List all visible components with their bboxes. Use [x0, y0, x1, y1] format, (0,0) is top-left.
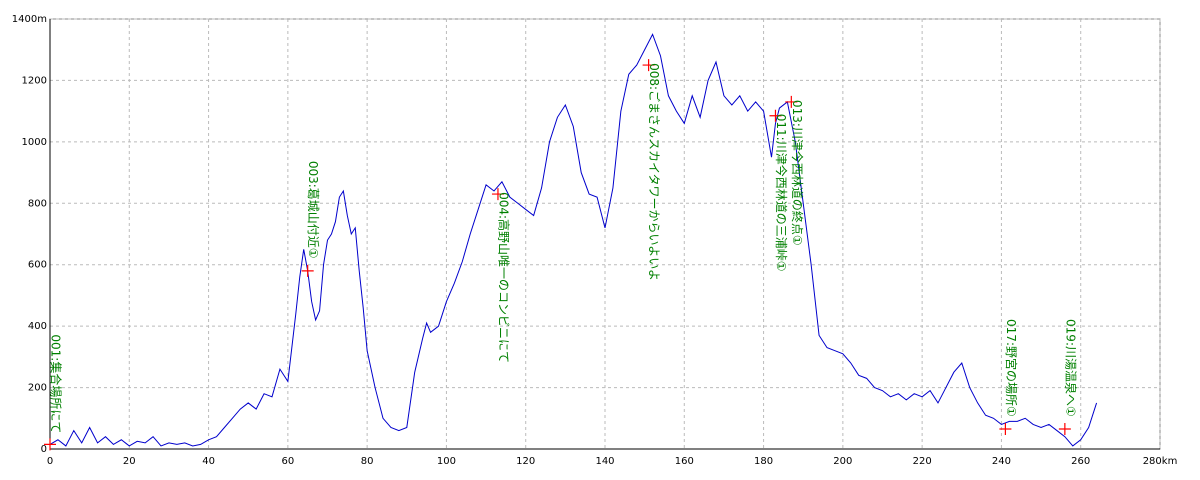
y-tick-label: 1400m: [12, 14, 47, 25]
x-tick-label: 220: [913, 456, 932, 467]
point-marker: [769, 109, 782, 122]
y-tick-label: 1000: [22, 137, 47, 148]
annotation-label: 019:川湯温泉へ①: [1063, 319, 1077, 417]
annotation-label: 011:川津今西林道の三浦峠①: [774, 114, 789, 272]
x-tick-label: 80: [361, 456, 374, 467]
point-marker: [642, 59, 655, 72]
annotation-label: 001:集合場所にて: [49, 334, 64, 433]
y-tick-label: 1200: [22, 75, 47, 86]
x-tick-label: 240: [992, 456, 1011, 467]
point-marker: [1058, 423, 1071, 436]
x-tick-label: 20: [123, 456, 136, 467]
x-tick-label: 120: [516, 456, 535, 467]
x-tick-label: 0: [47, 456, 53, 467]
x-tick-label: 100: [437, 456, 456, 467]
plot-area: [49, 18, 1161, 450]
x-tick-label: 140: [595, 456, 614, 467]
annotation-label: 008:ごまさんスカイタワーからいよいよ: [647, 63, 662, 281]
point-marker: [785, 95, 798, 108]
y-tick-label: 800: [28, 198, 47, 209]
point-marker: [44, 438, 56, 451]
y-tick-label: 0: [41, 444, 47, 455]
x-tick-label: 260: [1071, 456, 1090, 467]
x-tick-label: 200: [833, 456, 852, 467]
elevation-line: [49, 33, 1098, 447]
point-marker: [491, 188, 504, 201]
x-tick-label: 160: [675, 456, 694, 467]
point-marker: [301, 264, 314, 277]
x-tick-label: 60: [281, 456, 294, 467]
y-tick-label: 400: [28, 321, 47, 332]
point-marker: [999, 423, 1012, 436]
x-tick-label: 180: [754, 456, 773, 467]
annotation-label: 004:高野山唯一のコンビニにて: [496, 192, 511, 363]
annotation-label: 003:葛城山付近①: [306, 161, 320, 259]
annotation-label: 017:野宮の場所①: [1004, 319, 1019, 417]
x-tick-label: 40: [202, 456, 215, 467]
y-tick-label: 600: [28, 260, 47, 271]
x-tick-label: 280km: [1143, 456, 1178, 467]
y-tick-label: 200: [28, 383, 47, 394]
annotation-label: 013:川津今西林道の終点①: [790, 100, 805, 246]
